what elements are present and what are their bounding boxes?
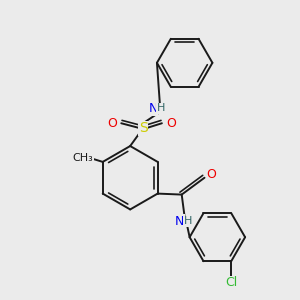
Text: O: O: [107, 117, 117, 130]
Text: N: N: [148, 102, 158, 115]
Text: H: H: [157, 103, 165, 113]
Text: N: N: [175, 215, 184, 228]
Text: CH₃: CH₃: [73, 153, 93, 163]
Text: H: H: [184, 216, 192, 226]
Text: Cl: Cl: [225, 276, 237, 289]
Text: S: S: [139, 121, 147, 135]
Text: O: O: [206, 168, 216, 181]
Text: O: O: [166, 117, 176, 130]
